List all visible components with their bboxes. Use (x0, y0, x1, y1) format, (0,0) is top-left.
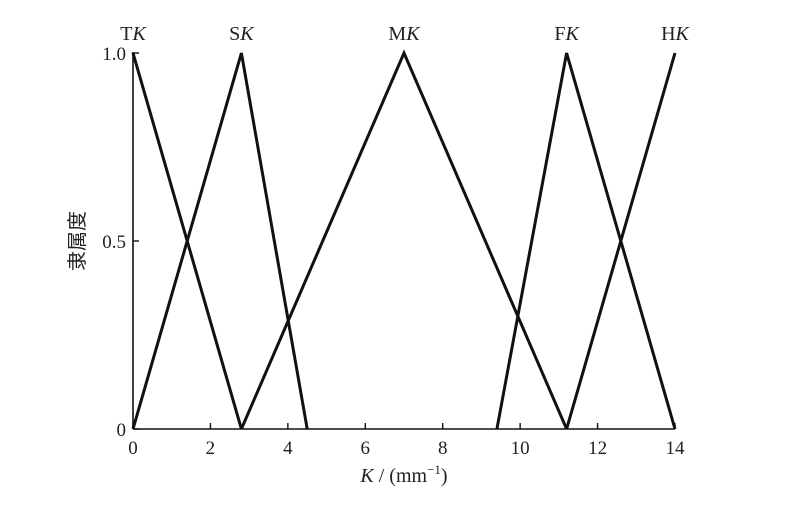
series-line-sk (131, 52, 309, 430)
y-axis-label: 隶属度 (65, 211, 89, 271)
ticks: 0 2 4 6 8 10 12 14 0 0.5 1.0 (102, 44, 685, 459)
y-tick-label: 1.0 (102, 44, 126, 65)
series-label-fk: FK (554, 23, 580, 45)
series-label-tk: TK (120, 23, 147, 45)
x-tick-label: 6 (361, 438, 371, 459)
axes (132, 52, 675, 430)
x-tick-label: 12 (588, 438, 607, 459)
x-tick-label: 0 (128, 438, 138, 459)
x-axis-label: K / (mm−1) (359, 462, 447, 487)
y-tick-label: 0.5 (102, 232, 126, 253)
series-line-hk (565, 52, 677, 430)
x-tick-label: 2 (206, 438, 216, 459)
series-label-mk: MK (388, 23, 421, 45)
x-tick-label: 14 (666, 438, 686, 459)
series-labels: TK SK MK FK HK (120, 23, 690, 45)
x-tick-label: 10 (511, 438, 530, 459)
y-tick-label: 0 (117, 420, 127, 441)
series-label-sk: SK (229, 23, 255, 45)
series-label-hk: HK (661, 23, 690, 45)
x-tick-label: 8 (438, 438, 448, 459)
series-line-fk (495, 52, 677, 430)
x-tick-label: 4 (283, 438, 293, 459)
series-line-mk (240, 49, 568, 430)
plot-lines (131, 49, 677, 430)
